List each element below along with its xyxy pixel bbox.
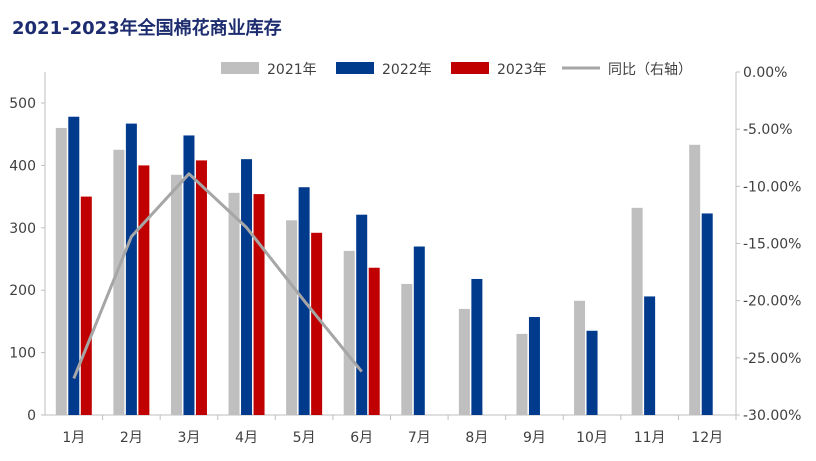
legend-swatch: [451, 62, 489, 74]
bar-2021年-6月: [343, 250, 355, 415]
chart-title: 2021-2023年全国棉花商业库存: [12, 18, 282, 39]
y2-tick-label: -30.00%: [743, 408, 801, 424]
x-tick-label: 5月: [293, 430, 316, 446]
x-tick-label: 1月: [62, 430, 85, 446]
x-tick-label: 9月: [523, 430, 546, 446]
y-tick-label: 300: [9, 221, 36, 237]
bar-2021年-12月: [689, 144, 701, 416]
legend: 2021年 2022年 2023年 同比（右轴）: [221, 62, 692, 78]
bar-2021年-10月: [574, 300, 586, 415]
y-tick-label: 0: [27, 408, 36, 424]
bar-2022年-6月: [356, 214, 368, 415]
x-tick-label: 2月: [120, 430, 143, 446]
legend-label: 2022年: [382, 62, 432, 78]
bar-2021年-3月: [170, 174, 182, 415]
legend-swatch: [221, 62, 259, 74]
bar-2021年-7月: [401, 283, 413, 415]
x-tick-label: 10月: [576, 430, 608, 446]
x-tick-label: 8月: [465, 430, 488, 446]
y-tick-label: 500: [9, 96, 36, 112]
y2-tick-label: -15.00%: [743, 237, 801, 253]
bar-2021年-8月: [458, 308, 470, 415]
x-tick-label: 7月: [408, 430, 431, 446]
bar-2022年-9月: [528, 317, 540, 415]
axes: 0 100 200 300 400 500 0.00% -5.00% -10.00% -15.00…: [9, 65, 801, 446]
legend-label: 2021年: [267, 62, 317, 78]
bar-2021年-1月: [55, 127, 67, 416]
y-tick-label: 400: [9, 158, 36, 174]
bar-2023年-4月: [253, 194, 265, 415]
bar-2023年-3月: [195, 160, 207, 415]
bar-2021年-5月: [286, 220, 298, 415]
bar-2022年-3月: [183, 135, 195, 415]
bar-2023年-6月: [368, 267, 380, 415]
x-tick-label: 6月: [350, 430, 373, 446]
yoy-line: [72, 172, 363, 379]
bar-2022年-2月: [125, 123, 137, 415]
bars: [55, 116, 713, 416]
bar-2021年-2月: [113, 149, 125, 416]
x-tick-label: 12月: [691, 430, 723, 446]
bar-2022年-11月: [644, 296, 656, 415]
yoy-line-path: [72, 172, 363, 379]
bar-2021年-4月: [228, 192, 240, 415]
bar-2021年-11月: [631, 207, 643, 415]
bar-2022年-10月: [586, 330, 598, 415]
bar-2022年-4月: [241, 159, 253, 415]
bar-2022年-1月: [68, 116, 80, 415]
y-tick-label: 200: [9, 283, 36, 299]
y-tick-label: 100: [9, 346, 36, 362]
y2-tick-label: -25.00%: [743, 351, 801, 367]
bar-2022年-12月: [701, 213, 713, 415]
x-tick-label: 4月: [235, 430, 258, 446]
x-tick-label: 3月: [177, 430, 200, 446]
x-tick-label: 11月: [634, 430, 666, 446]
bar-2023年-5月: [311, 232, 323, 415]
legend-label: 2023年: [497, 62, 547, 78]
bar-2022年-8月: [471, 278, 483, 415]
bar-2022年-7月: [413, 246, 425, 415]
bar-2023年-2月: [138, 165, 150, 415]
y2-tick-label: -5.00%: [743, 122, 793, 138]
bar-2023年-1月: [80, 196, 92, 415]
y2-tick-label: -20.00%: [743, 294, 801, 310]
legend-label: 同比（右轴）: [608, 62, 692, 78]
y2-tick-label: -10.00%: [743, 179, 801, 195]
legend-swatch: [336, 62, 374, 74]
y2-tick-label: 0.00%: [743, 65, 787, 81]
bar-2021年-9月: [516, 333, 528, 415]
